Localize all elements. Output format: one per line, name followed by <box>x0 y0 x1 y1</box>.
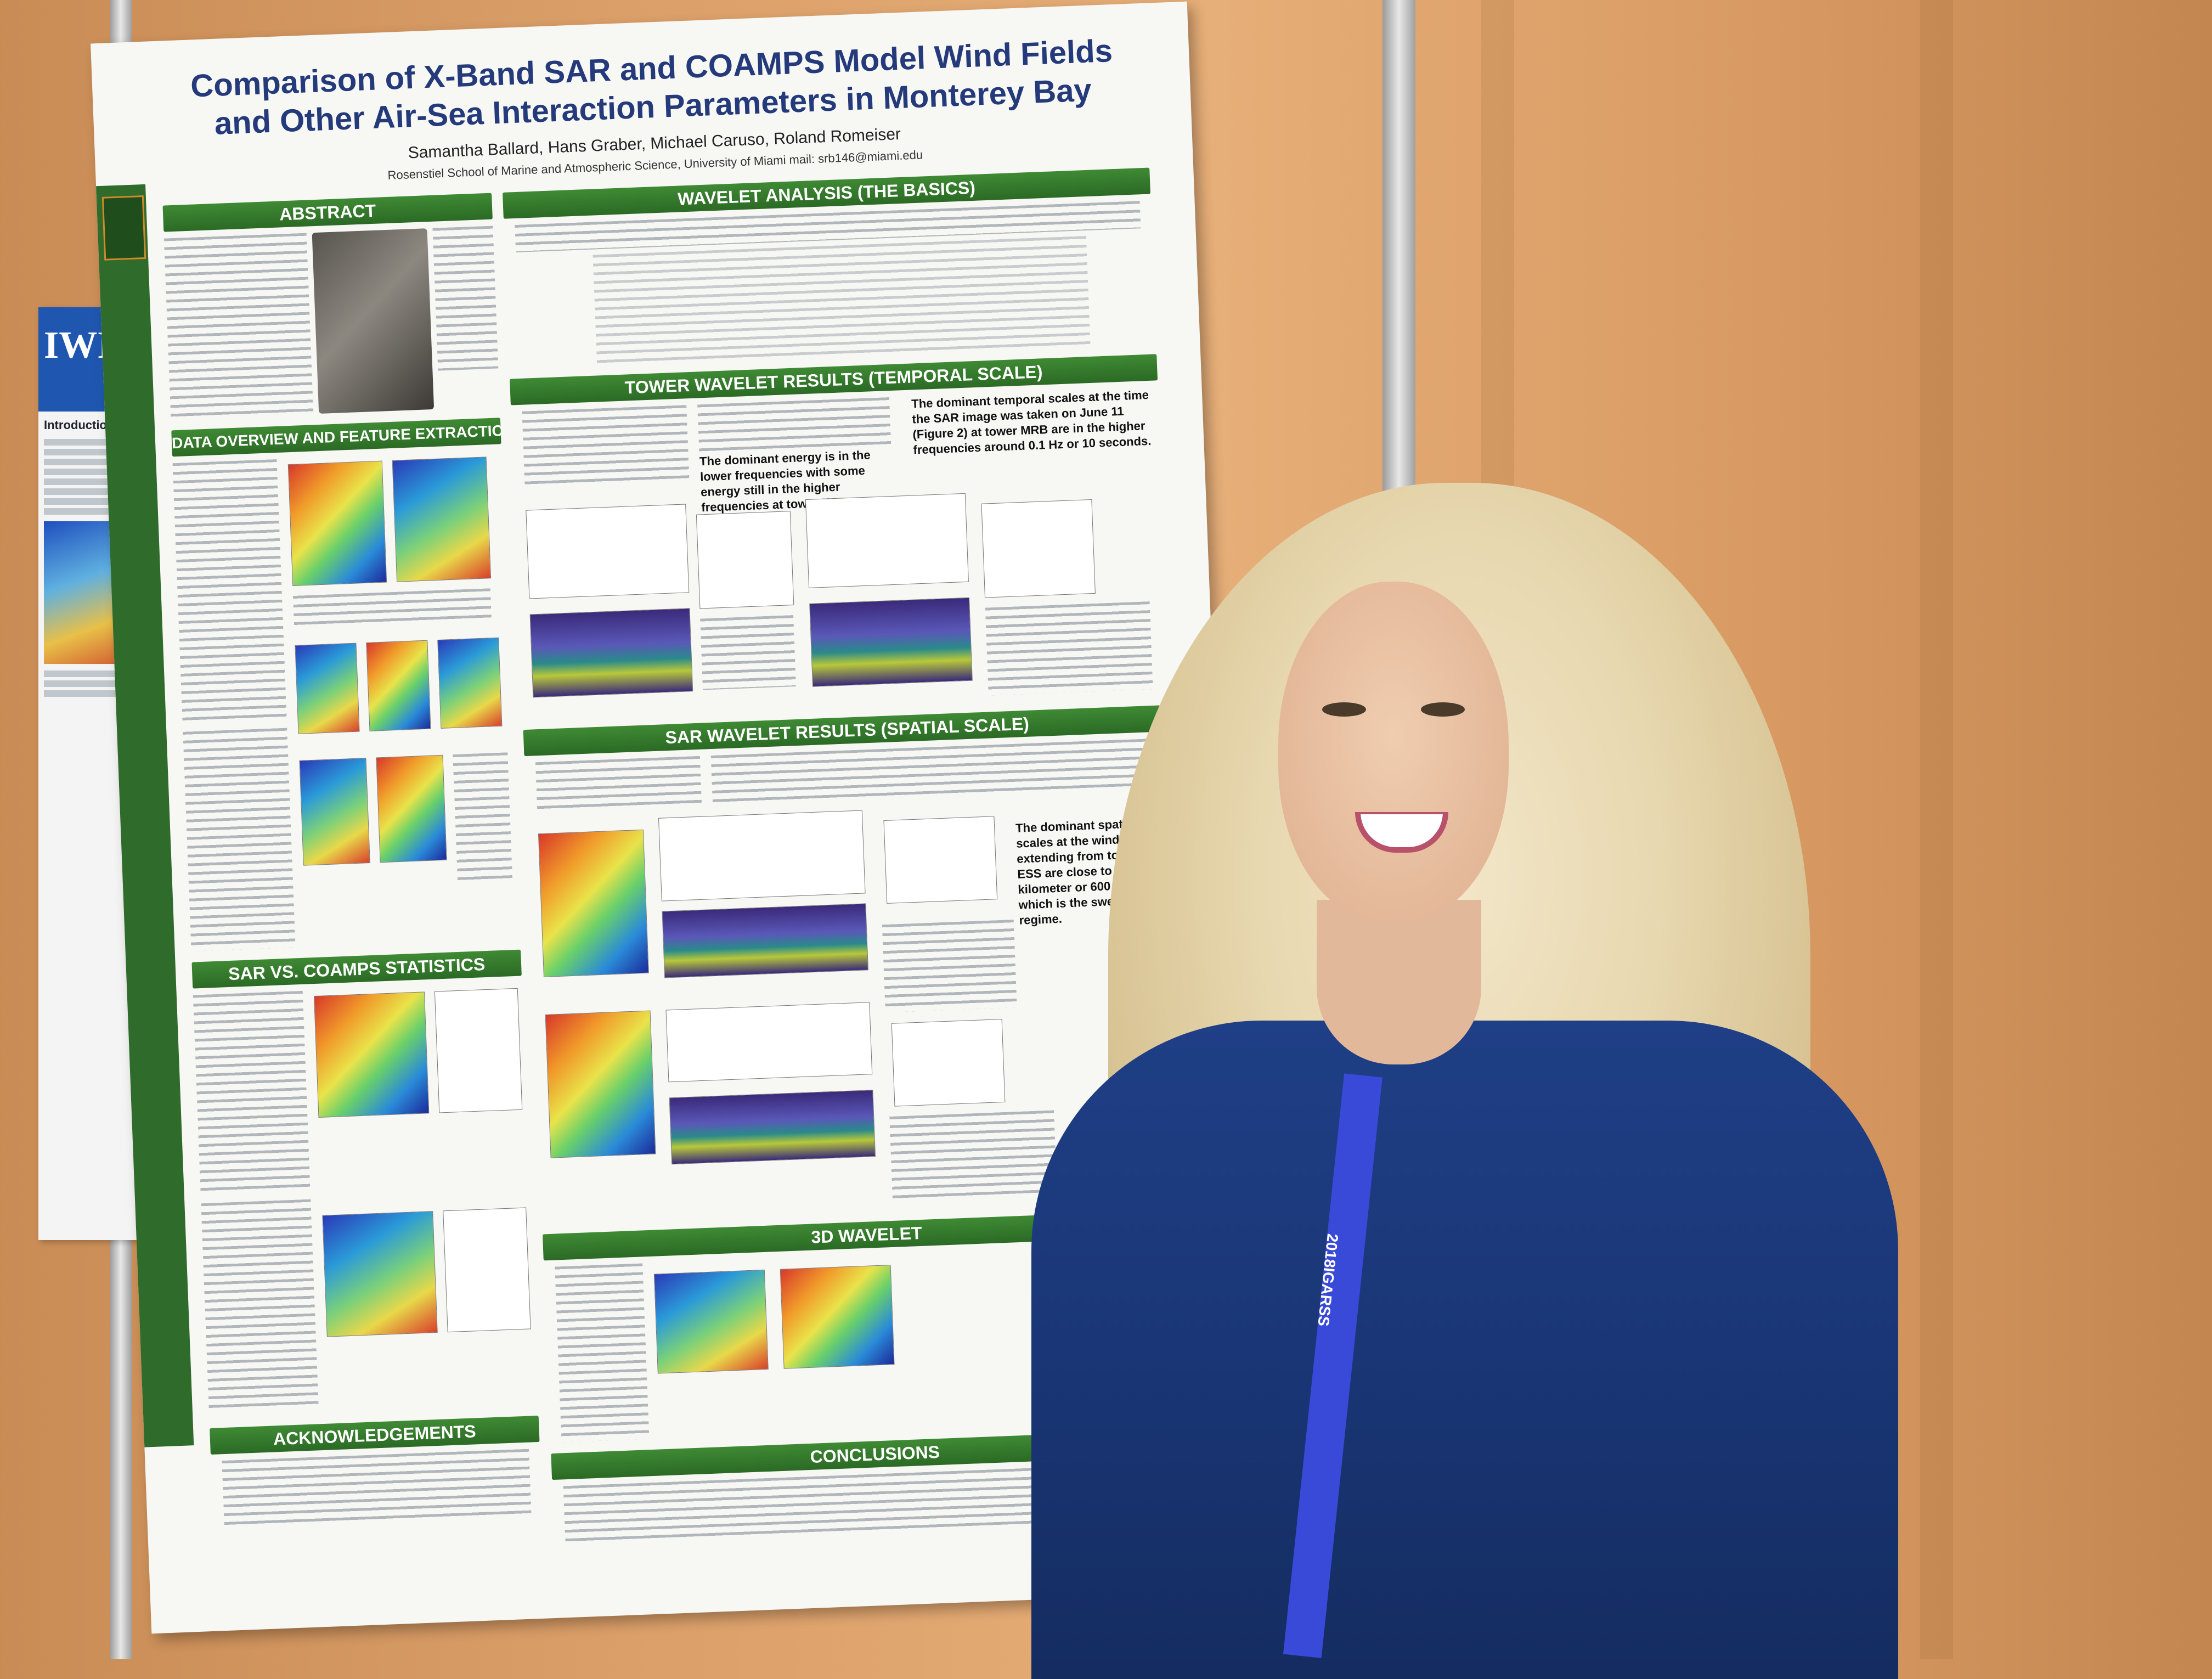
sar-image-figure <box>312 228 435 414</box>
presenter-eye <box>1421 702 1465 717</box>
spectrum-plot <box>981 499 1096 598</box>
scalogram <box>809 597 973 687</box>
sar-wind-speed-image <box>538 829 649 978</box>
figure-caption <box>292 588 492 629</box>
scatter-plot <box>443 1207 531 1333</box>
wind-field-map <box>299 758 370 866</box>
sar-wind-speed-image <box>545 1010 656 1158</box>
time-series-plot <box>805 493 969 588</box>
wavelet-scalogram <box>662 903 868 978</box>
neighboring-poster-heading: Introduction <box>44 418 115 432</box>
presenter-face <box>1278 582 1509 922</box>
figure-caption <box>700 615 796 690</box>
scatter-plot <box>434 988 523 1113</box>
section-data-overview: DATA OVERVIEW AND FEATURE EXTRACTION <box>171 418 501 457</box>
tower-text <box>697 397 891 454</box>
sar-text <box>535 756 702 812</box>
figure-caption <box>882 920 1017 1013</box>
abstract-text <box>163 233 314 420</box>
presenter-neck <box>1317 900 1481 1064</box>
wavelet-equations <box>592 236 1091 365</box>
wind-field-map <box>295 643 360 734</box>
wind-speed-plot <box>658 810 866 902</box>
wind-field-map <box>287 460 387 587</box>
wind-field-map <box>366 640 431 731</box>
wind-field-map <box>392 457 492 582</box>
difference-map <box>314 991 430 1118</box>
university-logo <box>101 195 146 261</box>
figure-caption <box>432 226 499 371</box>
presenter-eye <box>1322 702 1366 717</box>
statistics-text <box>193 990 311 1193</box>
presenter-blue-top <box>1031 1021 1898 1679</box>
figure-caption <box>889 1110 1057 1199</box>
figure-caption <box>453 752 513 881</box>
wind-field-map <box>376 754 447 863</box>
figure-caption <box>985 601 1153 696</box>
statistics-text <box>201 1199 319 1412</box>
3d-surface-plot <box>653 1269 769 1374</box>
scalogram <box>529 608 693 698</box>
section-acknowledgements: ACKNOWLEDGEMENTS <box>210 1415 540 1455</box>
3d-wavelet-text <box>555 1263 650 1443</box>
sar-text <box>710 738 1163 805</box>
wavelet-scalogram <box>669 1090 876 1165</box>
section-abstract: ABSTRACT <box>162 193 493 232</box>
difference-map <box>322 1211 438 1337</box>
spectrum-plot <box>696 511 794 609</box>
sar-wind-speed-image <box>780 1265 895 1369</box>
spectrum-plot <box>883 816 998 904</box>
wall-panel-seam <box>1920 0 1953 1659</box>
wind-speed-plot <box>665 1002 873 1083</box>
tower-text <box>522 405 690 488</box>
wind-field-map <box>437 637 503 729</box>
section-sar-vs-coamps: SAR VS. COAMPS STATISTICS <box>191 949 522 989</box>
time-series-plot <box>526 504 690 599</box>
data-overview-text <box>172 459 287 721</box>
spectrum-plot <box>891 1018 1006 1107</box>
comparison-text <box>183 728 296 951</box>
acknowledgements-text <box>222 1449 532 1527</box>
tower-highlight-mrb: The dominant temporal scales at the time… <box>911 387 1152 457</box>
